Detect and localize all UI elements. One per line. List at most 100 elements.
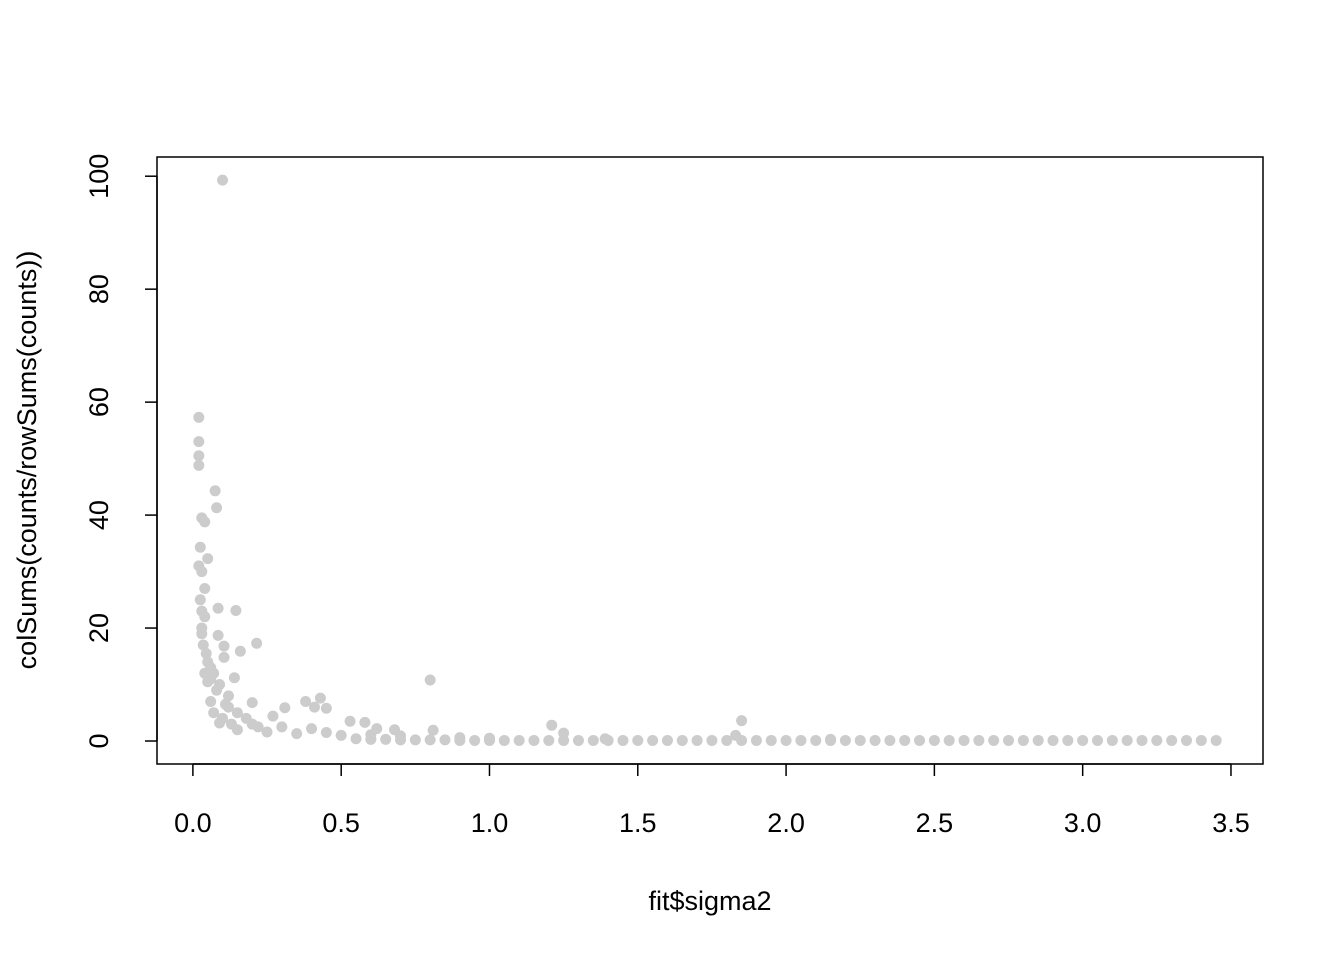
point bbox=[212, 602, 224, 614]
y-axis-title: colSums(counts/rowSums(counts)) bbox=[12, 251, 42, 670]
point bbox=[231, 707, 243, 719]
point bbox=[736, 734, 748, 746]
point bbox=[1210, 734, 1222, 746]
point bbox=[222, 690, 234, 702]
point bbox=[335, 729, 347, 741]
point bbox=[691, 734, 703, 746]
point bbox=[914, 734, 926, 746]
point bbox=[300, 695, 312, 707]
point bbox=[1136, 734, 1148, 746]
point bbox=[199, 583, 211, 595]
point bbox=[199, 516, 211, 528]
point bbox=[750, 734, 762, 746]
point bbox=[1092, 734, 1104, 746]
point bbox=[222, 701, 234, 713]
point bbox=[252, 721, 264, 733]
point bbox=[483, 734, 495, 746]
point bbox=[676, 734, 688, 746]
point bbox=[795, 734, 807, 746]
point bbox=[1077, 734, 1089, 746]
point bbox=[721, 734, 733, 746]
point bbox=[320, 727, 332, 739]
y-tick-label: 0 bbox=[84, 733, 114, 748]
point bbox=[279, 702, 291, 714]
point bbox=[193, 459, 205, 471]
point bbox=[958, 734, 970, 746]
point bbox=[632, 734, 644, 746]
point bbox=[240, 712, 252, 724]
point bbox=[825, 734, 837, 746]
point bbox=[320, 702, 332, 714]
point bbox=[1166, 734, 1178, 746]
point bbox=[1151, 734, 1163, 746]
x-tick-label: 1.0 bbox=[471, 808, 509, 838]
y-tick-label: 20 bbox=[84, 613, 114, 643]
point bbox=[558, 734, 570, 746]
point bbox=[261, 726, 273, 738]
point bbox=[602, 734, 614, 746]
point bbox=[217, 174, 229, 186]
point bbox=[427, 724, 439, 736]
point bbox=[205, 673, 217, 685]
point bbox=[1032, 734, 1044, 746]
point bbox=[246, 697, 258, 709]
point bbox=[205, 695, 217, 707]
plot-frame bbox=[156, 156, 1264, 765]
point bbox=[308, 701, 320, 713]
y-tick-label: 40 bbox=[84, 500, 114, 530]
point bbox=[212, 629, 224, 641]
point bbox=[194, 594, 206, 606]
point bbox=[218, 640, 230, 652]
y-tick-label: 100 bbox=[84, 154, 114, 199]
point bbox=[202, 553, 214, 565]
point bbox=[1047, 734, 1059, 746]
x-tick-label: 3.0 bbox=[1064, 808, 1102, 838]
point bbox=[234, 645, 246, 657]
point bbox=[306, 723, 318, 735]
point bbox=[202, 656, 214, 668]
point bbox=[211, 502, 223, 514]
point bbox=[350, 733, 362, 745]
point bbox=[546, 719, 558, 731]
point bbox=[498, 734, 510, 746]
point bbox=[439, 734, 451, 746]
point bbox=[736, 715, 748, 727]
point bbox=[196, 628, 208, 640]
point bbox=[988, 734, 1000, 746]
point bbox=[380, 733, 392, 745]
point bbox=[810, 734, 822, 746]
point bbox=[193, 436, 205, 448]
point bbox=[1180, 734, 1192, 746]
x-axis-title: fit$sigma2 bbox=[648, 886, 771, 916]
x-tick-label: 0.5 bbox=[322, 808, 360, 838]
point bbox=[928, 734, 940, 746]
point bbox=[193, 450, 205, 462]
point bbox=[528, 734, 540, 746]
point bbox=[780, 734, 792, 746]
point bbox=[572, 734, 584, 746]
x-tick-label: 0.0 bbox=[174, 808, 212, 838]
point bbox=[899, 734, 911, 746]
point bbox=[230, 605, 242, 617]
point bbox=[647, 734, 659, 746]
point bbox=[193, 411, 205, 423]
point bbox=[214, 679, 226, 691]
point bbox=[706, 734, 718, 746]
point bbox=[200, 647, 212, 659]
point bbox=[276, 721, 288, 733]
point bbox=[869, 734, 881, 746]
point bbox=[218, 651, 230, 663]
y-tick-label: 60 bbox=[84, 387, 114, 417]
point bbox=[587, 734, 599, 746]
point bbox=[196, 566, 208, 578]
point bbox=[839, 734, 851, 746]
point bbox=[251, 637, 263, 649]
point bbox=[424, 674, 436, 686]
point bbox=[543, 734, 555, 746]
point bbox=[943, 734, 955, 746]
point bbox=[214, 717, 226, 729]
point bbox=[1195, 734, 1207, 746]
point bbox=[409, 734, 421, 746]
point bbox=[1121, 734, 1133, 746]
